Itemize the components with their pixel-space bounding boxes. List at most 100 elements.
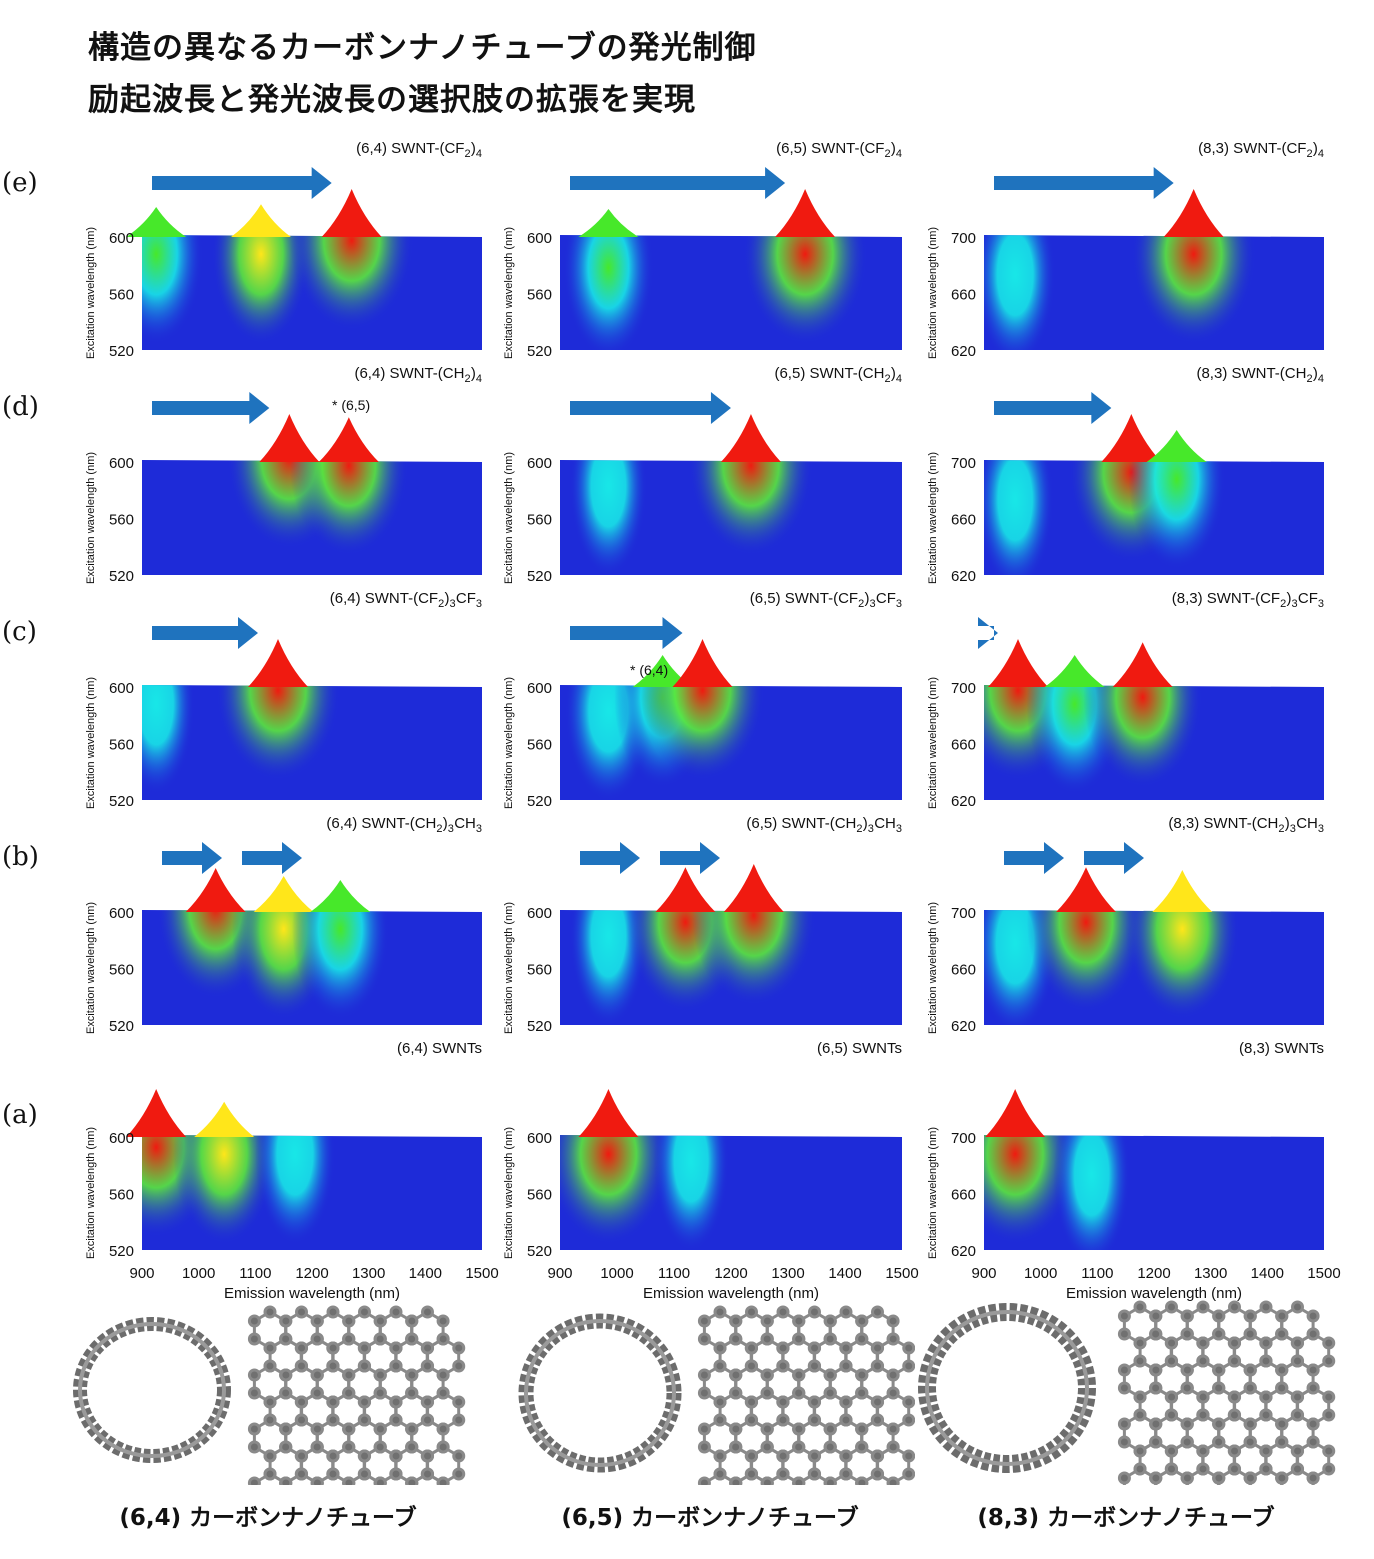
lattice-atom <box>263 1359 277 1373</box>
lattice-atom <box>295 1395 309 1409</box>
lattice-atom <box>745 1305 758 1319</box>
lattice-atom <box>1322 1336 1336 1350</box>
intensity-peak <box>1026 910 1146 1013</box>
peak-cap <box>720 414 781 462</box>
lattice-atom <box>1196 1444 1210 1458</box>
lattice-atom <box>421 1449 435 1463</box>
intensity-peak <box>1125 910 1240 1020</box>
lattice-atom <box>792 1314 806 1328</box>
lattice-atom <box>279 1476 293 1485</box>
y-tick-label: 520 <box>109 343 134 360</box>
intensity-peak <box>1128 460 1226 570</box>
lattice-atom <box>1306 1363 1320 1377</box>
lattice-atom <box>421 1341 435 1355</box>
lattice-atom <box>776 1359 790 1373</box>
lattice-atom <box>792 1386 806 1400</box>
y-axis-label: Excitation wavelength (nm) <box>927 452 939 584</box>
lattice-atom <box>776 1413 790 1427</box>
shift-arrow-icon <box>162 842 222 874</box>
lattice-atom <box>886 1476 900 1485</box>
y-tick-label: 520 <box>109 1018 134 1035</box>
x-tick-label: 1500 <box>465 1265 498 1282</box>
heatmap-d-1: 520 560 600 Excitation wavelength (nm) (6,5)… <box>503 365 902 585</box>
shift-arrow-icon <box>152 167 332 199</box>
x-tick-label: 1400 <box>409 1265 442 1282</box>
lattice-atom <box>1228 1354 1241 1368</box>
lattice-atom <box>871 1395 885 1409</box>
peak-cap <box>194 1101 255 1137</box>
panel-label: (6,5) SWNT-(CF2 )4 <box>776 140 902 160</box>
lattice-atom <box>792 1422 806 1436</box>
x-axis-label: Emission wavelength (nm) <box>1066 1285 1242 1302</box>
lattice-atom <box>823 1386 837 1400</box>
lattice-atom <box>697 1386 711 1400</box>
lattice-atom <box>1149 1363 1163 1377</box>
lattice-atom <box>1165 1408 1178 1422</box>
lattice-atom <box>1196 1336 1210 1350</box>
lattice-atom <box>1228 1444 1242 1458</box>
lattice-atom <box>295 1305 308 1319</box>
lattice-atom <box>729 1368 743 1382</box>
y-axis-label: Excitation wavelength (nm) <box>927 902 939 1034</box>
peak-cap <box>126 1089 187 1137</box>
y-tick-label: 560 <box>527 287 552 304</box>
y-tick-label: 520 <box>527 343 552 360</box>
lattice-atom <box>342 1386 356 1400</box>
lattice-atom <box>871 1449 885 1463</box>
lattice-atom <box>1306 1309 1320 1323</box>
tube-64-structure <box>73 1305 466 1485</box>
lattice-atom <box>1322 1462 1336 1476</box>
heatmap-c-2: 620 660 700 Excitation wavelength (nm) (8,3)… <box>927 590 1324 810</box>
y-tick-label: 600 <box>527 1130 552 1147</box>
lattice-atom <box>1165 1462 1178 1476</box>
y-axis-label: Excitation wavelength (nm) <box>85 902 97 1034</box>
intensity-peak <box>289 460 409 556</box>
lattice-atom <box>358 1413 371 1427</box>
lattice-atom <box>263 1395 277 1409</box>
panel-label: (6,4) SWNT-(CH2 )4 <box>354 365 482 385</box>
lattice-atom <box>1117 1417 1131 1431</box>
y-axis-label: Excitation wavelength (nm) <box>85 227 97 359</box>
lattice-atom <box>1306 1381 1320 1395</box>
peak-cap <box>310 880 371 912</box>
lattice-atom <box>1212 1309 1226 1323</box>
lattice-atom <box>389 1395 403 1409</box>
lattice-atom <box>729 1440 743 1454</box>
intensity-peak <box>1131 235 1256 345</box>
shift-arrow-icon <box>570 392 731 424</box>
lattice-atom <box>745 1467 758 1481</box>
lattice-atom <box>279 1368 293 1382</box>
lattice-atom <box>421 1305 434 1319</box>
lattice-atom <box>1275 1381 1289 1395</box>
lattice-atom <box>1228 1336 1242 1350</box>
lattice-atom <box>902 1359 915 1373</box>
peak-cap <box>672 639 733 687</box>
lattice-atom <box>792 1440 806 1454</box>
intensity-peak <box>1083 685 1202 788</box>
peak-cap <box>259 414 320 462</box>
x-tick-label: 1300 <box>1194 1265 1227 1282</box>
lattice-atom <box>1228 1462 1241 1476</box>
lattice-atom <box>839 1359 853 1373</box>
lattice-atom <box>1275 1309 1289 1323</box>
lattice-atom <box>1243 1471 1257 1485</box>
lattice-atom <box>1133 1354 1147 1368</box>
y-tick-label: 520 <box>109 1243 134 1260</box>
lattice-atom <box>1149 1309 1163 1323</box>
lattice-atom <box>1322 1390 1336 1404</box>
x-tick-label: 1000 <box>1024 1265 1057 1282</box>
lattice-atom <box>760 1386 774 1400</box>
x-tick-label: 1300 <box>771 1265 804 1282</box>
lattice-atom <box>373 1314 387 1328</box>
lattice-atom <box>1180 1327 1194 1341</box>
heatmap-b-1: 520 560 600 Excitation wavelength (nm) (6,5)… <box>503 815 902 1035</box>
lattice-atom <box>1291 1444 1305 1458</box>
lattice-atom <box>263 1341 277 1355</box>
lattice-atom <box>697 1476 711 1485</box>
lattice-atom <box>886 1368 900 1382</box>
intensity-peak <box>255 1135 335 1245</box>
lattice-atom <box>713 1395 727 1409</box>
lattice-atom <box>326 1467 340 1481</box>
lattice-atom <box>776 1395 790 1409</box>
y-tick-label: 600 <box>527 680 552 697</box>
